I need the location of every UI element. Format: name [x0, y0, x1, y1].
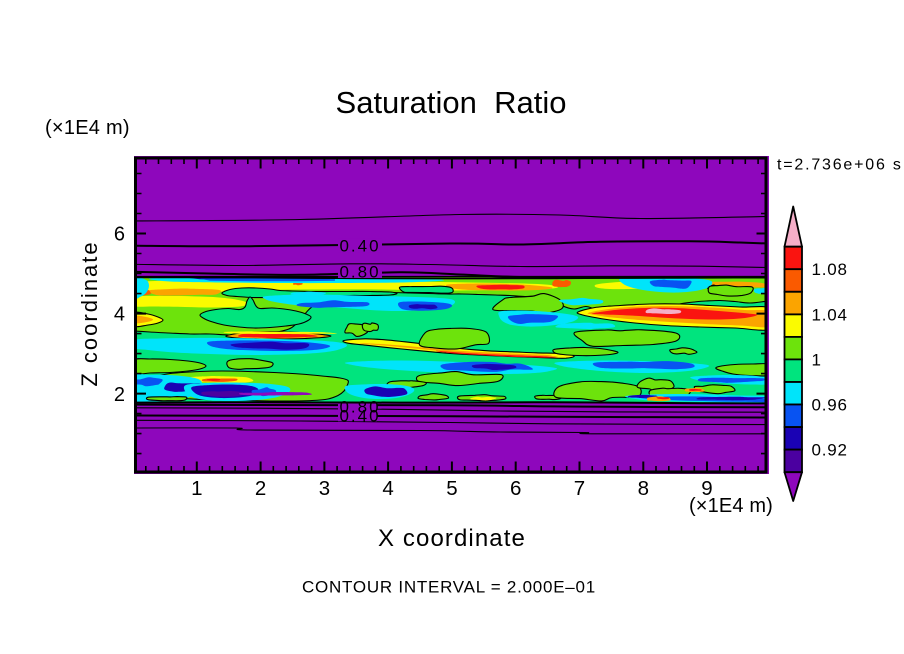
- svg-text:2: 2: [255, 477, 266, 500]
- svg-text:Saturation Ratio: Saturation Ratio: [336, 85, 567, 120]
- svg-text:0.40: 0.40: [339, 236, 380, 255]
- svg-text:6: 6: [114, 224, 125, 246]
- svg-text:2: 2: [114, 384, 125, 406]
- svg-text:4: 4: [382, 477, 393, 500]
- svg-text:X coordinate: X coordinate: [378, 525, 526, 552]
- svg-text:4: 4: [114, 304, 125, 326]
- svg-text:5: 5: [446, 477, 457, 500]
- svg-text:(×1E4 m): (×1E4 m): [45, 117, 130, 139]
- svg-text:6: 6: [510, 477, 521, 500]
- svg-text:0.96: 0.96: [812, 396, 848, 415]
- svg-text:0.80: 0.80: [339, 262, 380, 281]
- svg-text:7: 7: [574, 477, 585, 500]
- svg-text:3: 3: [319, 477, 330, 500]
- svg-text:1.04: 1.04: [812, 305, 848, 324]
- svg-text:1: 1: [191, 477, 202, 500]
- svg-text:9: 9: [701, 477, 712, 500]
- svg-text:CONTOUR INTERVAL = 2.000E–01: CONTOUR INTERVAL = 2.000E–01: [302, 578, 596, 597]
- svg-text:0.80: 0.80: [339, 398, 380, 417]
- svg-text:1: 1: [812, 350, 822, 369]
- svg-text:0.92: 0.92: [812, 441, 848, 460]
- svg-text:(×1E4 m): (×1E4 m): [689, 495, 773, 517]
- svg-text:1.08: 1.08: [812, 260, 848, 279]
- svg-text:8: 8: [638, 477, 649, 500]
- svg-text:0.40: 0.40: [339, 407, 380, 426]
- svg-text:Z coordinate: Z coordinate: [77, 240, 102, 386]
- svg-text:t=2.736e+06 s: t=2.736e+06 s: [777, 157, 903, 174]
